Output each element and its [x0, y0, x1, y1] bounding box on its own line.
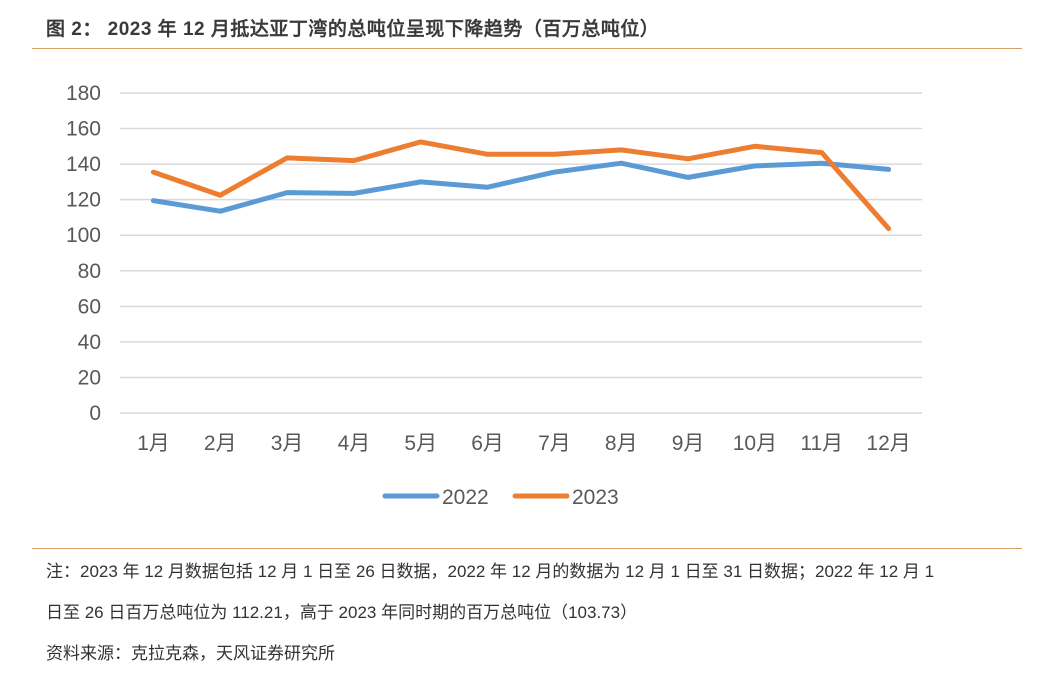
y-tick-labels: 0 20 40 60 80 100 120 140 160 180 — [66, 82, 101, 425]
series-lines — [150, 139, 892, 232]
x-tick-label: 8月 — [605, 432, 638, 455]
x-tick-label: 12月 — [866, 432, 910, 455]
x-tick-label: 1月 — [137, 432, 170, 455]
note-line-2: 日至 26 日百万总吨位为 112.21，高于 2023 年同时期的百万总吨位（… — [46, 603, 638, 622]
source-text: 资料来源：克拉克森，天风证券研究所 — [46, 644, 335, 663]
y-tick-label: 40 — [78, 331, 101, 354]
x-tick-label: 10月 — [733, 432, 777, 455]
y-tick-label: 140 — [66, 153, 101, 176]
y-tick-label: 20 — [78, 366, 101, 389]
x-tick-labels: 1月 2月 3月 4月 5月 6月 7月 8月 9月 10月 11月 12月 — [137, 432, 911, 455]
y-tick-label: 120 — [66, 189, 101, 212]
y-tick-label: 180 — [66, 82, 101, 105]
legend-label-2022: 2022 — [442, 486, 489, 509]
x-tick-label: 7月 — [538, 432, 571, 455]
bottom-rule — [32, 548, 1022, 549]
x-tick-label: 4月 — [338, 432, 371, 455]
y-tick-label: 60 — [78, 295, 101, 318]
y-tick-label: 80 — [78, 260, 101, 283]
figure-title: 图 2： 2023 年 12 月抵达亚丁湾的总吨位呈现下降趋势（百万总吨位） — [46, 19, 660, 40]
series-line-2022 — [150, 160, 892, 214]
x-tick-label: 11月 — [800, 432, 843, 455]
x-tick-label: 3月 — [271, 432, 304, 455]
x-tick-label: 5月 — [404, 432, 437, 455]
legend-label-2023: 2023 — [572, 486, 619, 509]
x-tick-label: 2月 — [204, 432, 237, 455]
series-line-2023 — [150, 139, 892, 232]
y-tick-label: 0 — [89, 402, 101, 425]
legend: 2022 2023 — [382, 486, 619, 509]
note-line-1: 注：2023 年 12 月数据包括 12 月 1 日至 26 日数据，2022 … — [46, 562, 935, 581]
x-tick-label: 9月 — [672, 432, 705, 455]
y-tick-label: 160 — [66, 118, 101, 141]
y-tick-label: 100 — [66, 224, 101, 247]
line-chart: 0 20 40 60 80 100 120 140 160 180 1月 2月 3月 4月 5月 6月 7月 8… — [66, 82, 922, 509]
x-tick-label: 6月 — [471, 432, 504, 455]
top-rule — [32, 48, 1022, 49]
grid-layer — [120, 92, 922, 414]
